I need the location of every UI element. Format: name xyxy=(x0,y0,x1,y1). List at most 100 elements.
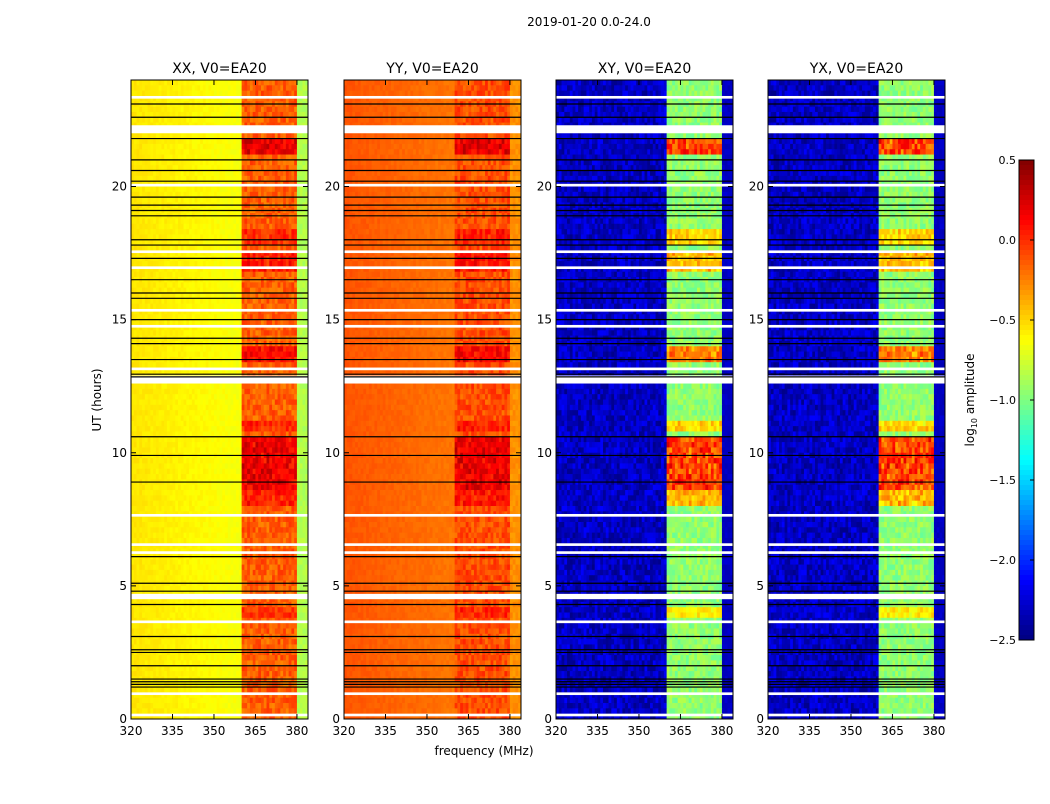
heatmap-cell xyxy=(286,139,289,145)
heatmap-cell xyxy=(211,415,214,421)
heatmap-cell xyxy=(192,389,195,395)
heatmap-cell xyxy=(139,415,142,421)
heatmap-cell xyxy=(233,304,236,310)
heatmap-cell xyxy=(186,469,189,475)
heatmap-cell xyxy=(189,362,192,368)
heatmap-cell xyxy=(148,330,151,336)
heatmap-cell xyxy=(222,415,225,421)
heatmap-cell xyxy=(302,107,305,113)
heatmap-cell xyxy=(208,117,211,123)
heatmap-cell xyxy=(220,229,223,235)
heatmap-cell xyxy=(186,400,189,406)
heatmap-cell xyxy=(161,426,164,432)
heatmap-cell xyxy=(220,261,223,267)
heatmap-cell xyxy=(211,346,214,352)
heatmap-cell xyxy=(181,458,184,464)
heatmap-cell xyxy=(236,149,239,155)
heatmap-cell xyxy=(167,298,170,304)
heatmap-cell xyxy=(302,469,305,475)
heatmap-cell xyxy=(283,330,286,336)
heatmap-cell xyxy=(233,442,236,448)
heatmap-cell xyxy=(192,400,195,406)
heatmap-cell xyxy=(300,107,303,113)
heatmap-cell xyxy=(195,224,198,230)
heatmap-cell xyxy=(186,474,189,480)
heatmap-cell xyxy=(139,320,142,326)
heatmap-cell xyxy=(208,149,211,155)
heatmap-cell xyxy=(153,389,156,395)
heatmap-cell xyxy=(228,171,231,177)
heatmap-cell xyxy=(242,224,245,230)
heatmap-cell xyxy=(294,415,297,421)
heatmap-cell xyxy=(261,410,264,416)
heatmap-cell xyxy=(222,442,225,448)
heatmap-cell xyxy=(164,107,167,113)
heatmap-cell xyxy=(142,474,145,480)
heatmap-cell xyxy=(184,474,187,480)
heatmap-cell xyxy=(181,91,184,97)
heatmap-cell xyxy=(261,463,264,469)
heatmap-cell xyxy=(214,117,217,123)
heatmap-cell xyxy=(139,245,142,251)
heatmap-cell xyxy=(220,426,223,432)
heatmap-cell xyxy=(139,197,142,203)
heatmap-cell xyxy=(258,85,261,91)
heatmap-cell xyxy=(211,171,214,177)
heatmap-cell xyxy=(242,415,245,421)
heatmap-cell xyxy=(139,463,142,469)
heatmap-cell xyxy=(291,218,294,224)
heatmap-cell xyxy=(236,160,239,166)
heatmap-cell xyxy=(264,245,267,251)
heatmap-cell xyxy=(145,282,148,288)
heatmap-cell xyxy=(225,272,228,278)
heatmap-cell xyxy=(214,447,217,453)
heatmap-cell xyxy=(261,224,264,230)
heatmap-cell xyxy=(264,229,267,235)
heatmap-cell xyxy=(300,346,303,352)
heatmap-cell xyxy=(167,272,170,278)
heatmap-cell xyxy=(178,352,181,358)
heatmap-cell xyxy=(239,261,242,267)
heatmap-cell xyxy=(222,229,225,235)
heatmap-cell xyxy=(178,224,181,230)
heatmap-cell xyxy=(228,474,231,480)
heatmap-cell xyxy=(189,426,192,432)
heatmap-cell xyxy=(261,469,264,475)
heatmap-cell xyxy=(137,304,140,310)
heatmap-cell xyxy=(159,442,162,448)
heatmap-cell xyxy=(192,245,195,251)
heatmap-cell xyxy=(208,421,211,427)
heatmap-cell xyxy=(261,117,264,123)
heatmap-cell xyxy=(291,384,294,390)
heatmap-cell xyxy=(267,245,270,251)
heatmap-cell xyxy=(178,394,181,400)
heatmap-cell xyxy=(156,346,159,352)
heatmap-cell xyxy=(153,229,156,235)
heatmap-cell xyxy=(142,405,145,411)
heatmap-cell xyxy=(156,330,159,336)
heatmap-cell xyxy=(250,197,253,203)
heatmap-cell xyxy=(208,139,211,145)
heatmap-cell xyxy=(261,304,264,310)
heatmap-cell xyxy=(148,389,151,395)
heatmap-cell xyxy=(142,426,145,432)
heatmap-cell xyxy=(150,320,153,326)
heatmap-cell xyxy=(261,107,264,113)
heatmap-cell xyxy=(236,384,239,390)
heatmap-cell xyxy=(203,218,206,224)
heatmap-cell xyxy=(172,139,175,145)
heatmap-cell xyxy=(203,229,206,235)
heatmap-cell xyxy=(294,474,297,480)
heatmap-cell xyxy=(211,458,214,464)
heatmap-cell xyxy=(280,85,283,91)
heatmap-cell xyxy=(286,346,289,352)
heatmap-cell xyxy=(272,298,275,304)
heatmap-cell xyxy=(145,272,148,278)
heatmap-cell xyxy=(197,346,200,352)
heatmap-cell xyxy=(197,229,200,235)
heatmap-cell xyxy=(203,245,206,251)
heatmap-cell xyxy=(300,272,303,278)
heatmap-cell xyxy=(206,245,209,251)
heatmap-cell xyxy=(244,197,247,203)
heatmap-cell xyxy=(286,447,289,453)
